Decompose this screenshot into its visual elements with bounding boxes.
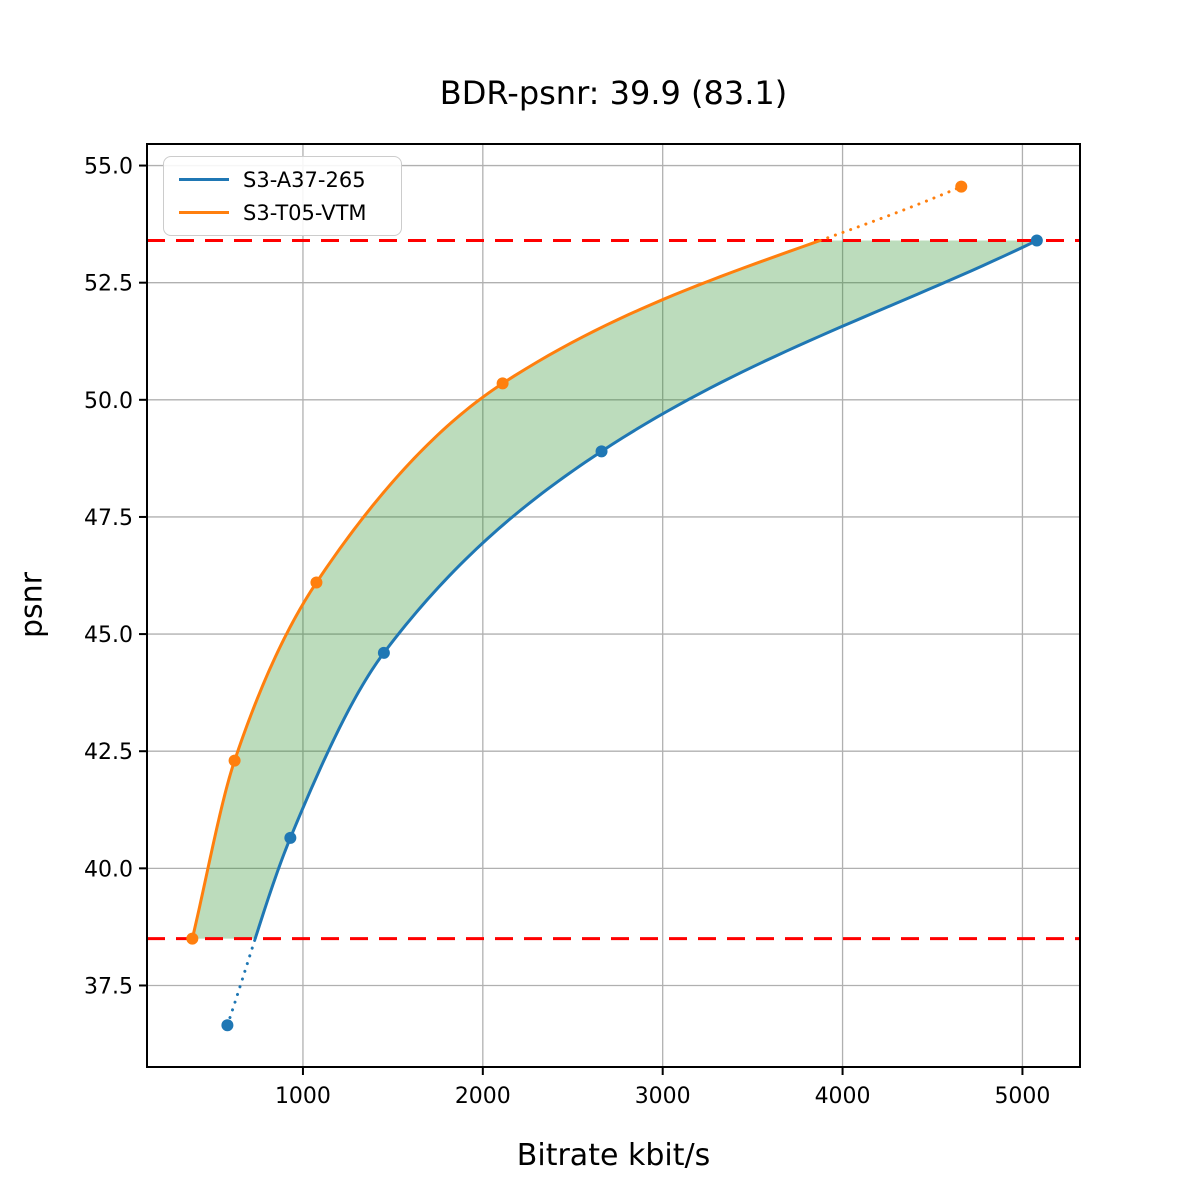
y-tick-label: 37.5 [84, 974, 133, 999]
data-point [310, 576, 323, 589]
series-curve-s3-a37-265 [221, 234, 1043, 1032]
series-curve-s3-t05-vtm [186, 180, 968, 945]
data-point [377, 646, 390, 659]
data-point [284, 831, 297, 844]
axes-frame [146, 143, 1081, 1068]
chart-title: BDR-psnr: 39.9 (83.1) [439, 74, 788, 112]
legend-line-swatch-orange [179, 211, 229, 214]
y-tick-label: 42.5 [84, 740, 133, 765]
x-tick-label: 5000 [994, 1084, 1050, 1109]
legend-line-swatch-blue [179, 178, 229, 181]
y-tick-label: 40.0 [84, 857, 133, 882]
legend-item-s3-a37-265: S3-A37-265 [179, 168, 391, 192]
bd-shaded-region [192, 240, 1037, 939]
x-axis-label: Bitrate kbit/s [516, 1138, 711, 1173]
y-tick-label: 55.0 [84, 155, 133, 180]
data-point [595, 445, 608, 458]
data-point [221, 1019, 234, 1032]
axis-ticks [139, 164, 1024, 1075]
x-tick-label: 2000 [455, 1084, 511, 1109]
gridlines [147, 144, 1080, 1067]
x-tick-label: 3000 [635, 1084, 691, 1109]
legend-item-s3-t05-vtm: S3-T05-VTM [179, 201, 391, 225]
data-point [955, 180, 968, 193]
data-point [228, 754, 241, 767]
x-tick-label: 1000 [275, 1084, 331, 1109]
reference-lines [147, 239, 1080, 941]
y-tick-label: 52.5 [84, 272, 133, 297]
y-tick-label: 47.5 [84, 506, 133, 531]
data-point [186, 932, 199, 945]
y-tick-label: 45.0 [84, 623, 133, 648]
data-point [1030, 234, 1043, 247]
y-axis-label: psnr [14, 571, 50, 639]
legend: S3-A37-265 S3-T05-VTM [163, 156, 402, 236]
tick-labels: 1000 2000 3000 4000 5000 37.5 40.0 42.5 45.0 47.5… [84, 155, 1050, 1109]
legend-label: S3-A37-265 [243, 167, 366, 192]
y-tick-label: 50.0 [84, 389, 133, 414]
legend-label: S3-T05-VTM [243, 200, 367, 225]
x-tick-label: 4000 [815, 1084, 871, 1109]
data-point [496, 377, 509, 390]
